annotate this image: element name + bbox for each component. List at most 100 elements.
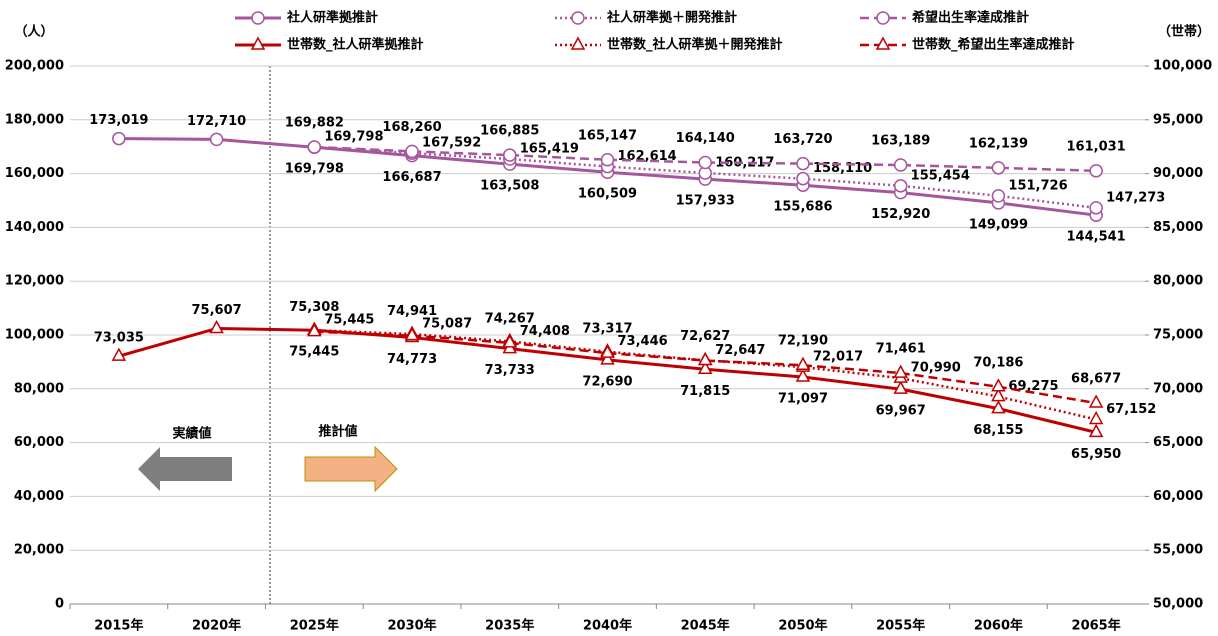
legend-marker <box>571 11 585 25</box>
y-tick-label: 200,000 <box>5 59 64 74</box>
y-tick-label: 120,000 <box>5 274 64 289</box>
marker <box>600 344 615 358</box>
legend-marker <box>250 36 266 50</box>
y2-tick-label: 65,000 <box>1153 435 1203 450</box>
marker <box>404 327 420 341</box>
legend-marker <box>875 36 891 50</box>
y2-tick-label: 60,000 <box>1153 489 1203 504</box>
marker <box>600 153 615 167</box>
legend-marker <box>570 36 586 50</box>
y-tick-label: 20,000 <box>14 543 64 558</box>
data-label: 165,419 <box>520 142 579 157</box>
data-label: 73,317 <box>582 322 632 337</box>
data-label: 163,189 <box>871 134 930 149</box>
y2-tick-label: 50,000 <box>1153 597 1203 612</box>
marker <box>991 161 1006 175</box>
marker <box>405 144 419 159</box>
data-label: 68,677 <box>1071 372 1121 387</box>
marker <box>209 132 224 147</box>
x-tick-label: 2020年 <box>192 618 241 634</box>
data-label: 69,967 <box>876 404 926 419</box>
data-label: 65,950 <box>1071 447 1121 462</box>
legend-label: 世帯数_希望出生率達成推計 <box>912 37 1075 53</box>
x-tick-label: 2045年 <box>681 618 730 634</box>
marker <box>307 140 322 154</box>
marker <box>893 179 908 193</box>
legend-label: 世帯数_社人研準拠推計 <box>287 37 424 53</box>
data-label: 72,647 <box>715 343 765 358</box>
marker <box>307 323 322 337</box>
data-label: 160,509 <box>578 187 637 202</box>
y2-tick-label: 75,000 <box>1153 328 1203 343</box>
marker <box>503 148 517 162</box>
marker <box>795 368 811 382</box>
data-label: 158,110 <box>813 161 872 176</box>
data-label: 163,720 <box>773 132 832 147</box>
data-label: 74,267 <box>485 311 535 326</box>
y-tick-label: 160,000 <box>5 166 64 181</box>
y2-tick-label: 90,000 <box>1153 166 1203 181</box>
marker <box>697 360 713 375</box>
data-label: 73,446 <box>618 334 668 349</box>
legend-label: 希望出生率達成推計 <box>912 10 1029 26</box>
marker <box>893 364 908 378</box>
data-label: 71,461 <box>876 342 926 357</box>
data-label: 73,035 <box>94 331 144 346</box>
marker <box>1089 201 1103 215</box>
legend-marker <box>251 11 265 25</box>
data-label: 74,941 <box>387 304 437 319</box>
marker <box>1088 410 1104 425</box>
data-label: 173,019 <box>89 113 148 128</box>
marker <box>209 319 224 334</box>
data-label: 164,140 <box>676 131 735 146</box>
marker <box>698 155 712 170</box>
data-label: 75,607 <box>192 303 242 318</box>
marker <box>600 351 615 365</box>
data-label: 151,726 <box>1008 178 1067 193</box>
series-line <box>314 328 1097 421</box>
data-label: 72,190 <box>778 334 828 349</box>
data-label: 75,445 <box>289 345 339 360</box>
data-label: 147,273 <box>1106 190 1165 205</box>
arrow-right <box>304 445 398 493</box>
data-label: 72,017 <box>813 350 863 365</box>
legend-label: 世帯数_社人研準拠＋開発推計 <box>607 37 783 53</box>
data-label: 172,710 <box>187 114 246 129</box>
annotation: 推計値 <box>318 424 357 440</box>
y-tick-label: 80,000 <box>14 381 64 396</box>
y2-axis-unit: （世帯） <box>1158 24 1210 40</box>
marker <box>991 388 1006 402</box>
data-label: 75,308 <box>289 300 339 315</box>
arrow-left <box>138 447 232 491</box>
data-label: 68,155 <box>973 423 1023 438</box>
annotation: 実績値 <box>172 426 211 442</box>
marker <box>111 347 127 361</box>
series-line <box>314 145 1097 173</box>
marker <box>796 171 810 186</box>
data-label: 69,275 <box>1008 379 1058 394</box>
x-tick-label: 2055年 <box>876 618 925 634</box>
data-label: 73,733 <box>485 363 535 378</box>
x-tick-label: 2030年 <box>387 618 436 634</box>
y2-tick-label: 95,000 <box>1153 112 1203 127</box>
data-label: 152,920 <box>871 207 930 222</box>
data-label: 67,152 <box>1106 402 1156 417</box>
marker <box>112 131 126 146</box>
x-tick-label: 2065年 <box>1072 618 1121 634</box>
marker <box>1089 164 1103 178</box>
data-label: 168,260 <box>382 120 441 135</box>
marker <box>697 351 713 366</box>
data-label: 74,773 <box>387 352 437 367</box>
x-tick-label: 2025年 <box>290 618 339 634</box>
data-label: 166,687 <box>382 170 441 185</box>
data-label: 155,454 <box>911 168 970 183</box>
y2-tick-label: 70,000 <box>1153 381 1203 396</box>
data-label: 71,815 <box>680 384 730 399</box>
x-tick-label: 2060年 <box>974 618 1023 634</box>
marker <box>893 380 908 394</box>
data-label: 165,147 <box>578 128 637 143</box>
data-label: 163,508 <box>480 179 539 194</box>
data-label: 71,097 <box>778 391 828 406</box>
data-label: 169,882 <box>285 116 344 131</box>
